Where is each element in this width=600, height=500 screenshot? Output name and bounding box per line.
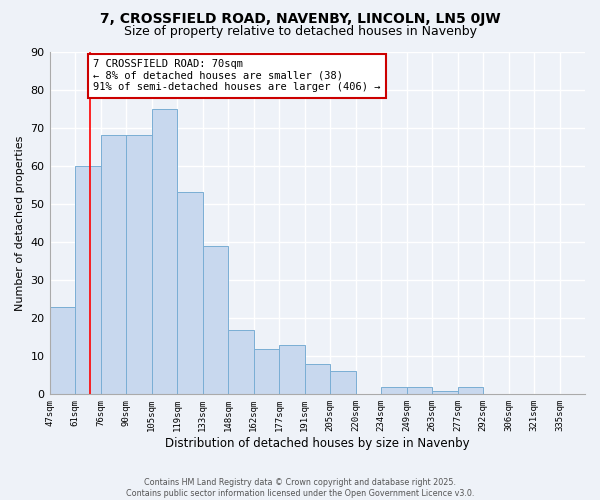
Bar — [228, 330, 254, 394]
Bar — [254, 348, 279, 395]
Y-axis label: Number of detached properties: Number of detached properties — [15, 135, 25, 310]
Bar — [50, 306, 75, 394]
Bar — [330, 372, 356, 394]
Bar — [203, 246, 228, 394]
Bar — [75, 166, 101, 394]
Bar — [177, 192, 203, 394]
Text: 7, CROSSFIELD ROAD, NAVENBY, LINCOLN, LN5 0JW: 7, CROSSFIELD ROAD, NAVENBY, LINCOLN, LN… — [100, 12, 500, 26]
Bar — [152, 108, 177, 395]
Bar — [101, 136, 126, 394]
Bar — [279, 345, 305, 395]
Bar — [305, 364, 330, 394]
Bar — [381, 386, 407, 394]
Bar — [458, 386, 483, 394]
Bar — [432, 390, 458, 394]
Text: Contains HM Land Registry data © Crown copyright and database right 2025.
Contai: Contains HM Land Registry data © Crown c… — [126, 478, 474, 498]
Bar — [407, 386, 432, 394]
Text: Size of property relative to detached houses in Navenby: Size of property relative to detached ho… — [124, 25, 476, 38]
X-axis label: Distribution of detached houses by size in Navenby: Distribution of detached houses by size … — [165, 437, 470, 450]
Bar — [126, 136, 152, 394]
Text: 7 CROSSFIELD ROAD: 70sqm
← 8% of detached houses are smaller (38)
91% of semi-de: 7 CROSSFIELD ROAD: 70sqm ← 8% of detache… — [94, 59, 381, 92]
